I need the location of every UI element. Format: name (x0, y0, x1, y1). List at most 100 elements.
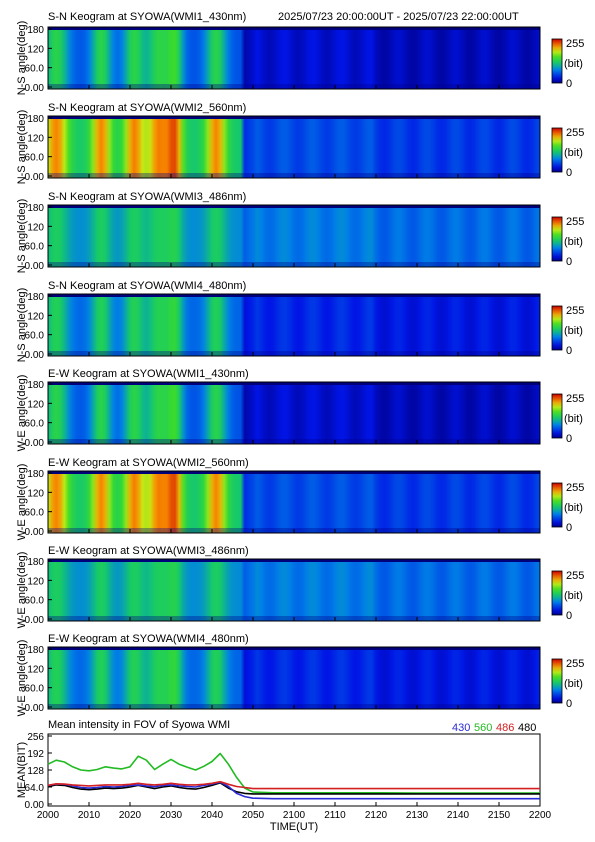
colorbar-unit: (bit) (564, 58, 583, 70)
y-tick-label: 120 (27, 133, 44, 144)
keogram-panel-5: E-W Keogram at SYOWA(WMI2_560nm) 180 120 60… (16, 457, 584, 540)
keogram-image-6 (48, 559, 540, 621)
y-tick-label: 120 (27, 664, 44, 675)
colorbar-max: 255 (566, 127, 584, 139)
colorbar-max: 255 (566, 38, 584, 50)
legend-560: 560 (474, 722, 492, 734)
series-line-480 (47, 781, 540, 795)
y-axis-label: W-E angle(deg) (16, 375, 28, 452)
y-tick-label: 180 (27, 292, 44, 303)
mean-y-tick-label: 192 (27, 749, 44, 760)
mean-y-tick-label: 64.0 (25, 783, 45, 794)
series-line-560 (47, 752, 540, 794)
keogram-panel-2: S-N Keogram at SYOWA(WMI3_486nm) 180 120 60… (16, 191, 584, 273)
colorbar (551, 482, 563, 528)
mean-x-tick-label: 2040 (201, 810, 224, 821)
colorbar-max: 255 (566, 393, 584, 405)
y-tick-label: 60.0 (25, 64, 45, 75)
panel-title-3: S-N Keogram at SYOWA(WMI4_480nm) (48, 280, 246, 292)
y-axis-label: N-S angle(deg) (16, 110, 28, 185)
keogram-image-1 (48, 116, 540, 178)
series-line-486 (47, 780, 540, 790)
y-tick-label: 120 (27, 488, 44, 499)
keogram-image-7 (48, 647, 540, 709)
keogram-top-band (48, 647, 540, 650)
colorbar-unit: (bit) (564, 147, 583, 159)
mean-y-tick-label: 256 (27, 732, 44, 743)
colorbar-unit: (bit) (564, 590, 583, 602)
y-tick-label: 120 (27, 399, 44, 410)
y-axis-label: W-E angle(deg) (16, 552, 28, 629)
colorbar (551, 305, 563, 351)
colorbar (551, 38, 563, 84)
keogram-top-band (48, 471, 540, 474)
y-tick-label: 180 (27, 114, 44, 125)
colorbar-unit: (bit) (564, 678, 583, 690)
y-tick-label: 60.0 (25, 684, 45, 695)
y-tick-label: 0.00 (25, 172, 45, 183)
legend-480: 480 (518, 722, 536, 734)
colorbar-max: 255 (566, 216, 584, 228)
y-axis-label: N-S angle(deg) (16, 199, 28, 274)
colorbar (551, 393, 563, 439)
mean-y-axis-label: MEAN(BIT) (16, 742, 28, 798)
keogram-top-band (48, 559, 540, 562)
panel-title-1: S-N Keogram at SYOWA(WMI2_560nm) (48, 102, 246, 114)
y-tick-label: 60.0 (25, 419, 45, 430)
y-tick-label: 180 (27, 557, 44, 568)
colorbar (551, 216, 563, 262)
y-tick-label: 180 (27, 203, 44, 214)
mean-panel-frame (47, 733, 541, 807)
panel-title-7: E-W Keogram at SYOWA(WMI4_480nm) (48, 633, 249, 645)
mean-x-tick-label: 2140 (447, 810, 470, 821)
keogram-panel-6: E-W Keogram at SYOWA(WMI3_486nm) 180 120 60… (16, 545, 584, 628)
y-tick-label: 120 (27, 576, 44, 587)
mean-panel-title: Mean intensity in FOV of Syowa WMI (48, 719, 230, 731)
colorbar (551, 570, 563, 616)
mean-x-tick-label: 2200 (529, 810, 552, 821)
colorbar-min: 0 (566, 256, 572, 268)
y-axis-label: N-S angle(deg) (16, 21, 28, 96)
colorbar-unit: (bit) (564, 236, 583, 248)
keogram-top-band (48, 294, 540, 297)
keogram-image-5 (48, 471, 540, 533)
mean-x-tick-label: 2050 (242, 810, 265, 821)
y-tick-label: 0.00 (25, 438, 45, 449)
y-axis-label: N-S angle(deg) (16, 288, 28, 363)
colorbar (551, 127, 563, 173)
mean-x-tick-label: 2120 (365, 810, 388, 821)
panel-title-5: E-W Keogram at SYOWA(WMI2_560nm) (48, 457, 249, 469)
colorbar-max: 255 (566, 570, 584, 582)
mean-x-tick-label: 2130 (406, 810, 429, 821)
keogram-image-4 (48, 382, 540, 444)
series-line-430 (47, 781, 540, 800)
y-tick-label: 60.0 (25, 242, 45, 253)
colorbar-unit: (bit) (564, 413, 583, 425)
colorbar-unit: (bit) (564, 502, 583, 514)
panel-title-4: E-W Keogram at SYOWA(WMI1_430nm) (48, 368, 249, 380)
y-tick-label: 180 (27, 469, 44, 480)
keogram-panel-1: S-N Keogram at SYOWA(WMI2_560nm) 180 120 60… (16, 102, 584, 184)
keogram-top-band (48, 27, 540, 30)
y-tick-label: 0.00 (25, 350, 45, 361)
mean-x-tick-label: 2100 (283, 810, 306, 821)
y-tick-label: 0.00 (25, 703, 45, 714)
colorbar-min: 0 (566, 167, 572, 179)
colorbar-max: 255 (566, 305, 584, 317)
y-tick-label: 120 (27, 44, 44, 55)
mean-x-tick-label: 2110 (324, 810, 346, 821)
colorbar-min: 0 (566, 522, 572, 534)
colorbar-min: 0 (566, 78, 572, 90)
panel-title-0: S-N Keogram at SYOWA(WMI1_430nm) (48, 11, 246, 23)
y-axis-label: W-E angle(deg) (16, 640, 28, 717)
colorbar (551, 658, 563, 704)
keogram-panel-3: S-N Keogram at SYOWA(WMI4_480nm) 180 120 60… (16, 280, 584, 362)
colorbar-min: 0 (566, 698, 572, 710)
colorbar-min: 0 (566, 433, 572, 445)
y-tick-label: 180 (27, 645, 44, 656)
mean-y-tick-label: 128 (27, 766, 44, 777)
mean-x-tick-label: 2150 (488, 810, 511, 821)
keogram-panel-7: E-W Keogram at SYOWA(WMI4_480nm) 180 120 60… (16, 633, 584, 716)
